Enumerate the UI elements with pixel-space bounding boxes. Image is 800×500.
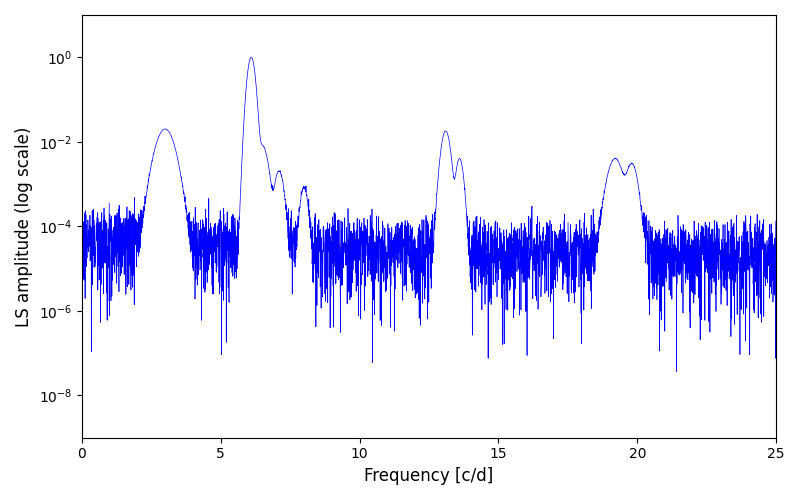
X-axis label: Frequency [c/d]: Frequency [c/d] (364, 467, 494, 485)
Y-axis label: LS amplitude (log scale): LS amplitude (log scale) (15, 126, 33, 326)
